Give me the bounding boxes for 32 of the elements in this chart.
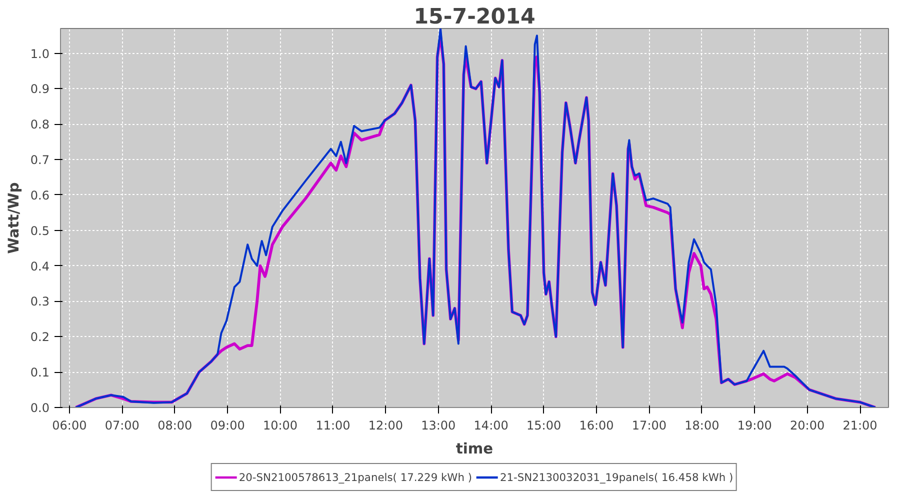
- y-tick-label: 1.0: [30, 46, 50, 61]
- y-tick-label: 0.3: [30, 294, 50, 309]
- x-tick-label: 18:00: [684, 418, 720, 432]
- x-tick-label: 12:00: [368, 418, 403, 432]
- x-tick-label: 13:00: [421, 418, 456, 432]
- x-tick-label: 07:00: [104, 418, 140, 432]
- y-tick-label: 0.9: [30, 82, 50, 96]
- y-tick-label: 0.2: [30, 330, 50, 344]
- x-tick-label: 06:00: [52, 418, 87, 432]
- y-tick-label: 0.6: [30, 188, 50, 202]
- x-tick-label: 17:00: [632, 418, 667, 432]
- y-tick-label: 0.7: [30, 153, 50, 168]
- x-tick-label: 11:00: [316, 418, 350, 432]
- y-tick-label: 0.1: [30, 366, 50, 380]
- y-tick-label: 0.5: [30, 224, 50, 238]
- x-tick-label: 15:00: [526, 418, 562, 432]
- y-tick-label: 0.4: [30, 259, 50, 274]
- x-axis-title: time: [456, 440, 494, 458]
- y-axis-title: Watt/Wp: [5, 182, 22, 254]
- legend-label: 21-SN2130032031_19panels( 16.458 kWh ): [500, 470, 734, 484]
- y-tick-label: 0.0: [30, 401, 50, 415]
- x-tick-label: 08:00: [158, 418, 192, 432]
- y-tick-label: 0.8: [30, 118, 50, 132]
- x-tick-label: 10:00: [262, 418, 298, 432]
- chart-title: 15-7-2014: [414, 4, 536, 30]
- x-tick-label: 09:00: [210, 418, 245, 432]
- x-tick-label: 16:00: [579, 418, 614, 432]
- x-tick-label: 20:00: [790, 418, 825, 432]
- x-tick-label: 21:00: [842, 418, 878, 432]
- x-tick-label: 19:00: [737, 418, 772, 432]
- x-tick-label: 14:00: [474, 418, 508, 432]
- legend-label: 20-SN2100578613_21panels( 17.229 kWh ): [238, 470, 472, 484]
